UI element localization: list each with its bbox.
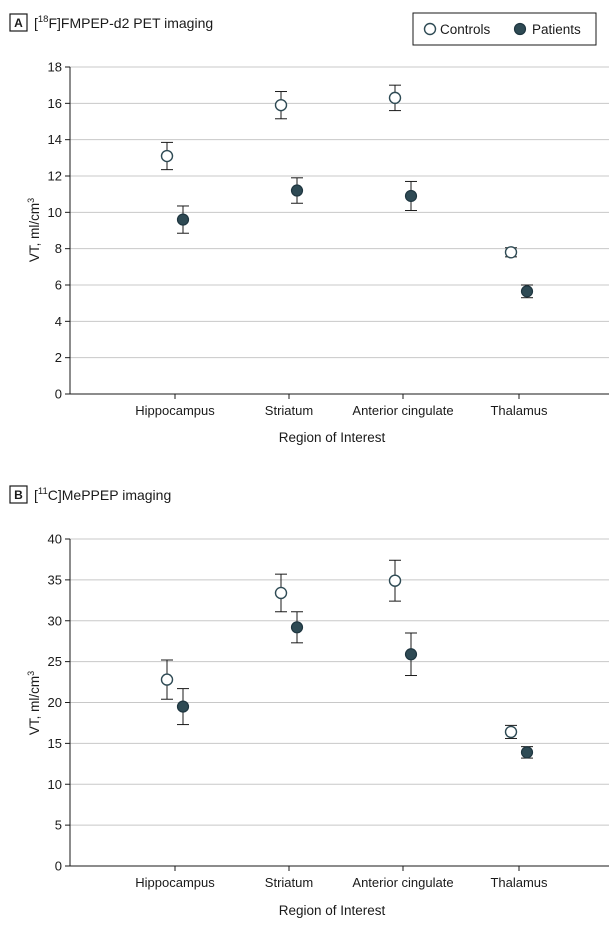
y-tick-label: 2 xyxy=(55,350,62,365)
y-tick-label: 16 xyxy=(48,96,62,111)
panel-b-ylabel-main: VT, ml/cm xyxy=(27,676,42,735)
legend: Controls Patients xyxy=(412,12,597,46)
x-tick-label: Anterior cingulate xyxy=(352,403,453,418)
controls-point-hippocampus xyxy=(160,141,174,171)
panel-b-ylabel-sup: 3 xyxy=(26,671,36,676)
patients-point-thalamus xyxy=(520,746,534,759)
y-tick-label: 0 xyxy=(55,859,62,874)
panel-b-points xyxy=(160,559,534,759)
patients-point-striatum xyxy=(290,611,304,644)
panel-a-title-prefix: [ xyxy=(34,15,38,31)
panel-b-header: B [11C]MePPEP imaging xyxy=(9,485,171,504)
panel-a-ylabel-sup: 3 xyxy=(26,198,36,203)
x-tick-label: Hippocampus xyxy=(135,403,215,418)
panel-a-y-axis-label: VT, ml/cm3 xyxy=(26,198,42,262)
filled-circle-marker xyxy=(520,285,534,298)
panel-a-plot: 0 2 4 6 8 10 12 14 16 18 Hippocampus Striatum Anter… xyxy=(26,60,609,445)
panel-b-y-axis-label: VT, ml/cm3 xyxy=(26,671,42,735)
panel-a-x-ticks: Hippocampus Striatum Anterior cingulate Tha… xyxy=(135,394,548,418)
patients-point-hippocampus xyxy=(176,205,190,234)
y-tick-label: 30 xyxy=(48,613,62,628)
y-tick-label: 25 xyxy=(48,654,62,669)
panel-a-gridlines xyxy=(70,66,609,359)
panel-b-x-ticks: Hippocampus Striatum Anterior cingulate Tha… xyxy=(135,866,548,890)
panel-a-letter-box xyxy=(9,13,28,32)
panel-a-axes xyxy=(69,67,609,395)
patients-point-hippocampus xyxy=(176,688,190,726)
panel-b-gridlines xyxy=(70,538,609,826)
y-tick-label: 14 xyxy=(48,132,62,147)
controls-point-striatum xyxy=(274,91,288,120)
y-tick-label: 4 xyxy=(55,314,62,329)
open-circle-marker xyxy=(160,673,174,686)
open-circle-marker xyxy=(504,725,518,739)
y-tick-label: 35 xyxy=(48,572,62,587)
legend-patients-label: Patients xyxy=(532,22,581,37)
panel-b-letter: B xyxy=(14,488,23,502)
panel-b-title-rest: C]MePPEP imaging xyxy=(48,487,171,503)
y-tick-label: 5 xyxy=(55,818,62,833)
panel-a-letter: A xyxy=(14,16,23,30)
patients-point-thalamus xyxy=(520,284,534,299)
filled-circle-marker xyxy=(176,700,190,713)
x-tick-label: Hippocampus xyxy=(135,875,215,890)
panel-a-title: [18F]FMPEP-d2 PET imaging xyxy=(34,14,213,31)
open-circle-marker xyxy=(388,574,402,587)
open-circle-marker xyxy=(274,586,288,600)
controls-point-striatum xyxy=(274,573,288,613)
y-tick-label: 8 xyxy=(55,241,62,256)
open-circle-marker xyxy=(388,91,402,105)
filled-circle-marker xyxy=(404,648,418,661)
y-tick-label: 0 xyxy=(55,387,62,402)
open-circle-icon xyxy=(423,22,437,36)
x-tick-label: Thalamus xyxy=(490,403,548,418)
panel-b-title-sup: 11 xyxy=(38,486,48,497)
patients-point-striatum xyxy=(290,177,304,204)
controls-point-hippocampus xyxy=(160,659,174,700)
filled-circle-marker xyxy=(176,213,190,226)
y-tick-label: 20 xyxy=(48,695,62,710)
panel-a-title-sup: 18 xyxy=(38,14,49,25)
y-tick-label: 10 xyxy=(48,777,62,792)
filled-circle-marker xyxy=(290,184,304,197)
panel-a-header: A [18F]FMPEP-d2 PET imaging xyxy=(9,13,213,32)
y-tick-label: 15 xyxy=(48,736,62,751)
panel-a-y-ticks: 0 2 4 6 8 10 12 14 16 18 xyxy=(48,60,70,402)
filled-circle-marker xyxy=(290,621,304,634)
controls-point-anterior-cingulate xyxy=(388,559,402,602)
panel-a-points xyxy=(160,84,534,299)
panel-b-letter-box xyxy=(9,485,28,504)
panel-b-x-axis-label: Region of Interest xyxy=(279,903,386,918)
open-circle-marker xyxy=(160,149,174,163)
patients-point-anterior-cingulate xyxy=(404,180,418,212)
panel-a-title-rest: F]FMPEP-d2 PET imaging xyxy=(48,15,213,31)
x-tick-label: Striatum xyxy=(265,403,313,418)
filled-circle-icon xyxy=(513,22,527,36)
controls-point-anterior-cingulate xyxy=(388,84,402,112)
y-tick-label: 10 xyxy=(48,205,62,220)
open-circle-marker xyxy=(504,246,518,259)
panel-b-title: [11C]MePPEP imaging xyxy=(34,486,171,503)
legend-box xyxy=(412,12,597,46)
x-tick-label: Striatum xyxy=(265,875,313,890)
panel-a-x-axis-label: Region of Interest xyxy=(279,430,386,445)
y-tick-label: 6 xyxy=(55,278,62,293)
y-tick-label: 18 xyxy=(48,60,62,75)
x-tick-label: Thalamus xyxy=(490,875,548,890)
controls-point-thalamus xyxy=(504,724,518,739)
x-tick-label: Anterior cingulate xyxy=(352,875,453,890)
patients-point-anterior-cingulate xyxy=(404,632,418,677)
panel-b-plot: 0 5 10 15 20 25 30 35 40 Hippocampus Striatum Ante… xyxy=(26,532,609,918)
legend-controls-label: Controls xyxy=(440,22,491,37)
panel-b-title-prefix: [ xyxy=(34,487,38,503)
controls-point-thalamus xyxy=(504,246,518,259)
panel-b-y-ticks: 0 5 10 15 20 25 30 35 40 xyxy=(48,532,70,874)
panel-a-ylabel-main: VT, ml/cm xyxy=(27,203,42,262)
open-circle-marker xyxy=(274,98,288,112)
y-tick-label: 12 xyxy=(48,169,62,184)
filled-circle-marker xyxy=(520,746,534,759)
y-tick-label: 40 xyxy=(48,532,62,547)
filled-circle-marker xyxy=(404,189,418,203)
